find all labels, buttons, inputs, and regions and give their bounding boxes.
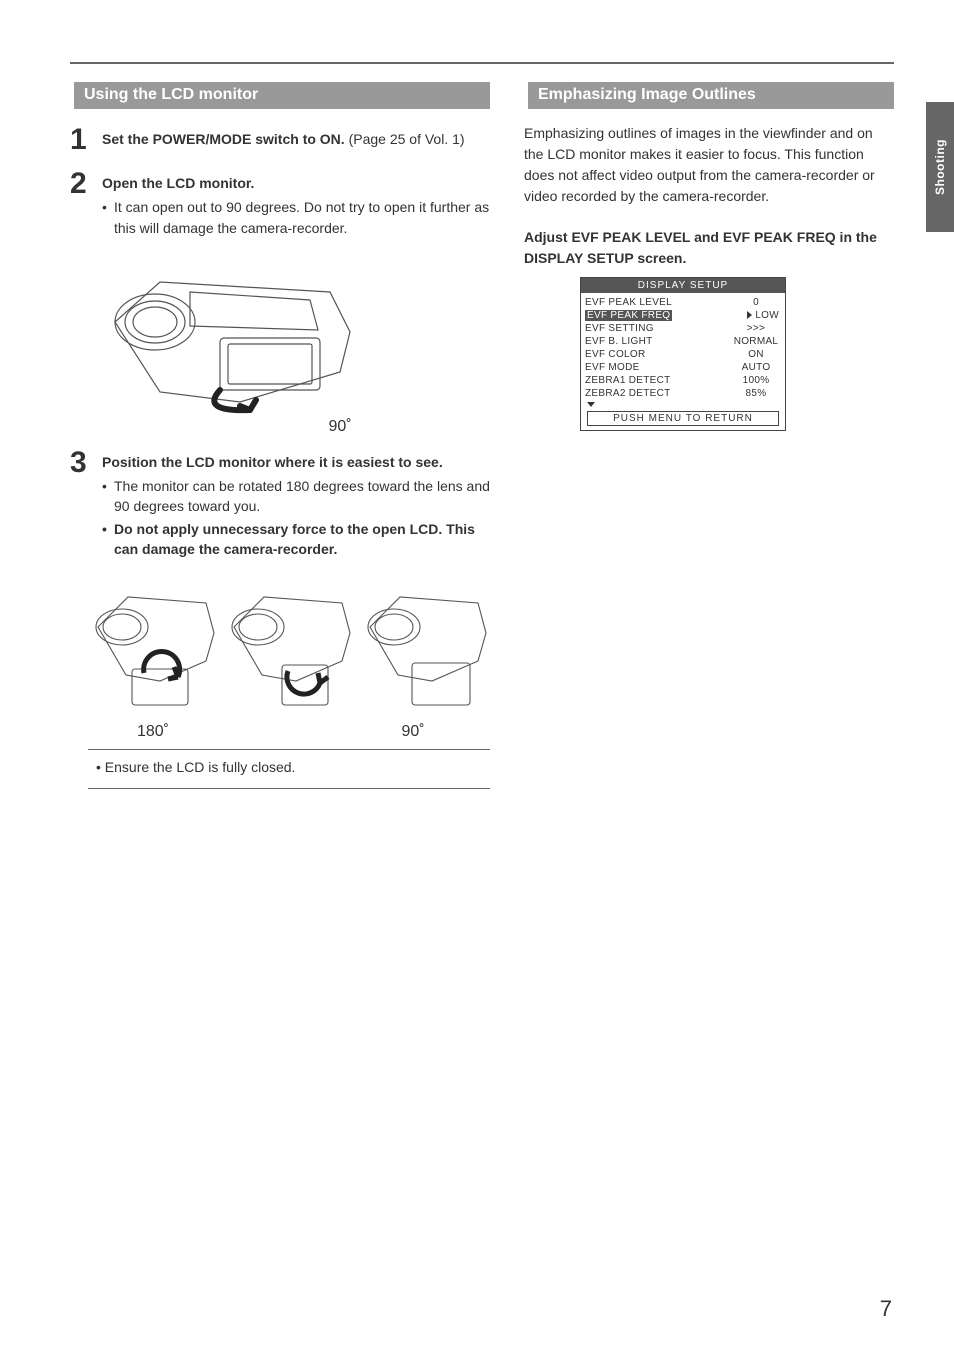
left-heading: Using the LCD monitor — [70, 82, 490, 109]
display-setup-menu: DISPLAY SETUP EVF PEAK LEVEL0 EVF PEAK F… — [580, 277, 786, 431]
angle-label-180: 180˚ — [88, 723, 218, 741]
menu-row: EVF COLORON — [583, 348, 783, 361]
menu-row: EVF PEAK LEVEL0 — [583, 296, 783, 309]
camera-rotate-1-svg — [88, 573, 218, 721]
camera-illustrations-row — [88, 573, 490, 721]
step-2: 2 Open the LCD monitor. It can open out … — [70, 167, 490, 240]
step-3: 3 Position the LCD monitor where it is e… — [70, 446, 490, 561]
menu-footer: PUSH MENU TO RETURN — [587, 411, 779, 426]
step-number: 3 — [70, 448, 102, 478]
step-lead: Set the POWER/MODE switch to ON. — [102, 131, 345, 147]
menu-row: EVF B. LIGHTNORMAL — [583, 335, 783, 348]
step-body: Set the POWER/MODE switch to ON. (Page 2… — [102, 123, 490, 149]
bullet: It can open out to 90 degrees. Do not tr… — [102, 197, 490, 238]
menu-row: ZEBRA2 DETECT85% — [583, 387, 783, 400]
camera-illustration-open: 90˚ — [100, 252, 490, 436]
angle-label-90-b: 90˚ — [348, 723, 478, 741]
top-rule — [70, 62, 894, 64]
bullet-bold: Do not apply unnecessary force to the op… — [102, 519, 490, 560]
menu-scroll-down-icon — [587, 402, 595, 407]
step-lead: Open the LCD monitor. — [102, 173, 490, 193]
menu-row: EVF SETTING>>> — [583, 322, 783, 335]
bullet: The monitor can be rotated 180 degrees t… — [102, 476, 490, 517]
step-bullets: The monitor can be rotated 180 degrees t… — [102, 476, 490, 559]
right-instruction: Adjust EVF PEAK LEVEL and EVF PEAK FREQ … — [524, 227, 894, 269]
angle-label-90: 90˚ — [190, 418, 490, 436]
menu-arrow-icon — [747, 311, 752, 319]
section-tab: Shooting — [926, 102, 954, 232]
right-heading: Emphasizing Image Outlines — [524, 82, 894, 109]
menu-rows: EVF PEAK LEVEL0 EVF PEAK FREQ LOW EVF SE… — [581, 293, 785, 409]
right-paragraph: Emphasizing outlines of images in the vi… — [524, 123, 894, 207]
menu-row: ZEBRA1 DETECT100% — [583, 374, 783, 387]
angle-labels-row: 180˚ 90˚ — [88, 727, 490, 741]
menu-title: DISPLAY SETUP — [581, 278, 785, 293]
note-rule-bottom — [88, 788, 490, 789]
camera-rotate-2-svg — [224, 573, 354, 721]
left-column: Using the LCD monitor 1 Set the POWER/MO… — [70, 82, 490, 795]
menu-row-selected: EVF PEAK FREQ LOW — [583, 309, 783, 322]
step-lead: Position the LCD monitor where it is eas… — [102, 452, 490, 472]
note-rule-top — [88, 749, 490, 750]
note-line: • Ensure the LCD is fully closed. — [96, 756, 490, 780]
step-bullets: It can open out to 90 degrees. Do not tr… — [102, 197, 490, 238]
step-1: 1 Set the POWER/MODE switch to ON. (Page… — [70, 123, 490, 155]
page-number: 7 — [880, 1296, 892, 1322]
step-body: Position the LCD monitor where it is eas… — [102, 446, 490, 561]
content-columns: Using the LCD monitor 1 Set the POWER/MO… — [70, 82, 894, 795]
right-column: Emphasizing Image Outlines Emphasizing o… — [524, 82, 894, 795]
step-body: Open the LCD monitor. It can open out to… — [102, 167, 490, 240]
step-sub: (Page 25 of Vol. 1) — [349, 131, 465, 147]
camera-rotate-3-svg — [360, 573, 490, 721]
camera-open-svg — [100, 252, 370, 422]
step-number: 2 — [70, 169, 102, 199]
step-number: 1 — [70, 125, 102, 155]
menu-row: EVF MODEAUTO — [583, 361, 783, 374]
note-text: Ensure the LCD is fully closed. — [105, 759, 296, 775]
